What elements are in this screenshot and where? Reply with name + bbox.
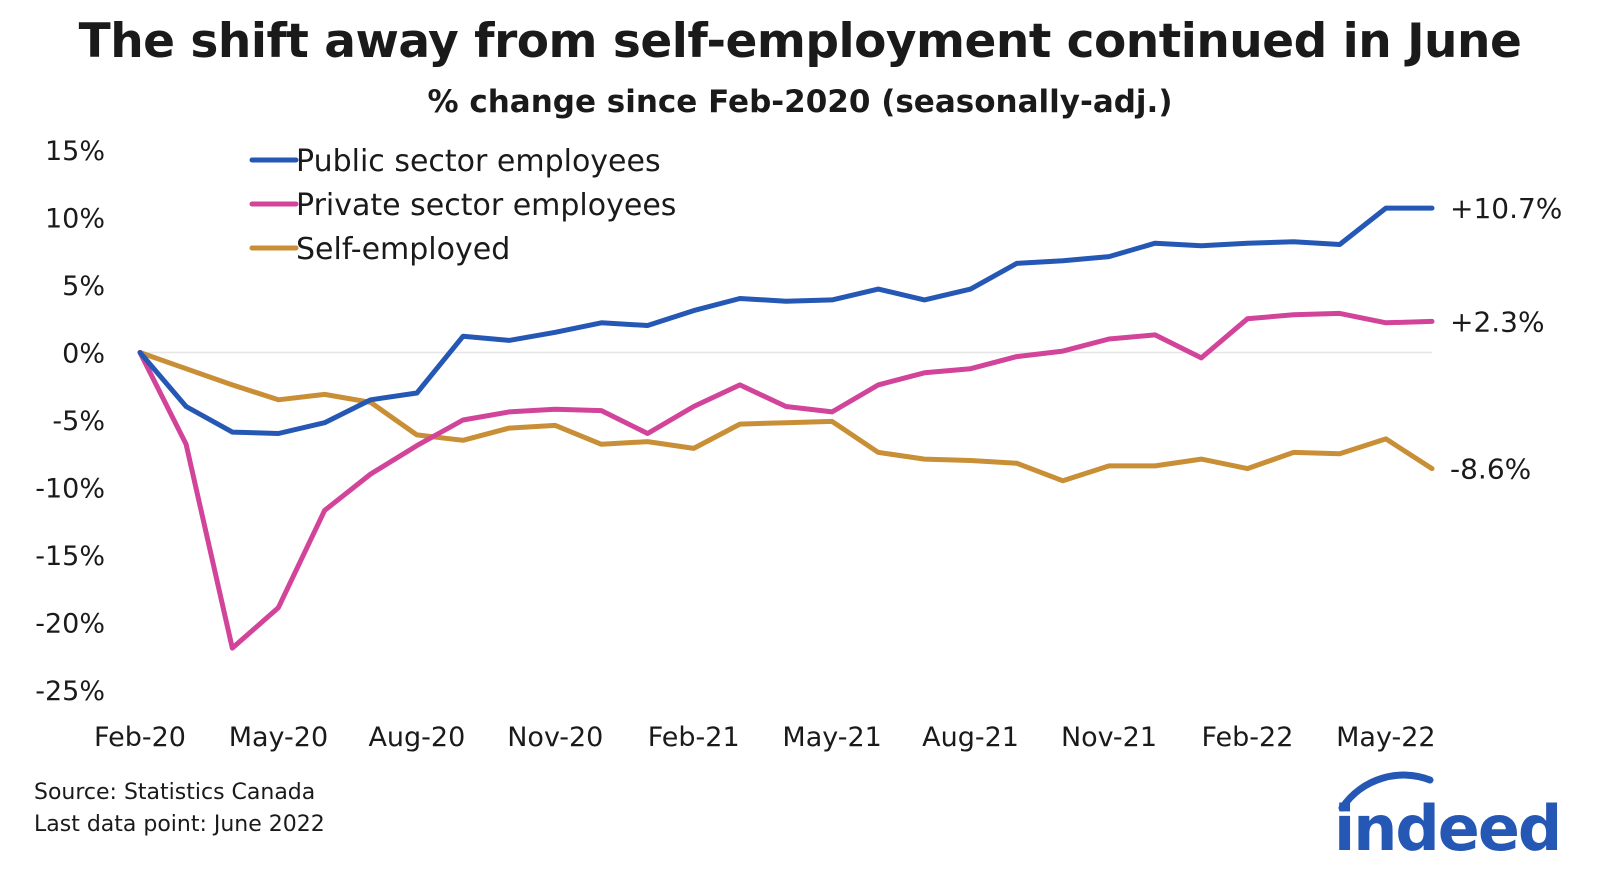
end-labels: +10.7% +2.3% -8.6% (1450, 192, 1562, 486)
y-tick-label: -5% (52, 406, 105, 437)
series-line-self-employed (137, 350, 1435, 484)
x-tick-label: Feb-20 (94, 722, 186, 753)
end-label-private-sector-employees: +2.3% (1450, 305, 1545, 338)
source-note: Source: Statistics Canada (34, 780, 316, 805)
chart-title: The shift away from self-employment cont… (78, 14, 1522, 69)
y-tick-label: 0% (62, 339, 105, 370)
end-label-self-employed: -8.6% (1450, 453, 1531, 486)
legend: Public sector employees Private sector em… (249, 144, 676, 267)
x-tick-label: Aug-20 (368, 722, 465, 753)
last-data-point-note: Last data point: June 2022 (34, 812, 325, 837)
legend-label-public-sector-employees: Public sector employees (296, 144, 661, 179)
x-tick-label: Nov-21 (1061, 722, 1157, 753)
legend-label-self-employed: Self-employed (296, 232, 510, 267)
series-lines (137, 205, 1435, 651)
series-line-private-sector-employees (137, 310, 1435, 651)
y-tick-label: 15% (45, 136, 105, 167)
chart-subtitle: % change since Feb-2020 (seasonally-adj.… (427, 84, 1173, 120)
end-label-public-sector-employees: +10.7% (1450, 192, 1562, 225)
y-tick-label: -15% (35, 541, 105, 572)
series-line-public-sector-employees (137, 205, 1435, 436)
y-tick-label: 10% (45, 204, 105, 235)
x-axis: Feb-20 May-20 Aug-20 Nov-20 Feb-21 May-21 Aug-… (94, 722, 1436, 753)
indeed-logo-wordmark: indeed (1334, 792, 1560, 860)
x-tick-label: Feb-22 (1201, 722, 1293, 753)
x-tick-label: May-20 (229, 722, 328, 753)
indeed-logo: indeed (1334, 771, 1562, 860)
legend-label-private-sector-employees: Private sector employees (296, 188, 676, 223)
x-tick-label: Feb-21 (648, 722, 740, 753)
x-tick-label: May-21 (782, 722, 881, 753)
y-tick-label: -20% (35, 609, 105, 640)
y-axis: 15% 10% 5% 0% -5% -10% -15% -20% -25% (35, 136, 105, 707)
y-tick-label: -10% (35, 474, 105, 505)
y-tick-label: 5% (62, 271, 105, 302)
indeed-logo-arc (1338, 771, 1434, 812)
x-tick-label: Aug-21 (922, 722, 1019, 753)
x-tick-label: Nov-20 (507, 722, 603, 753)
x-tick-label: May-22 (1336, 722, 1435, 753)
y-tick-label: -25% (35, 676, 105, 707)
